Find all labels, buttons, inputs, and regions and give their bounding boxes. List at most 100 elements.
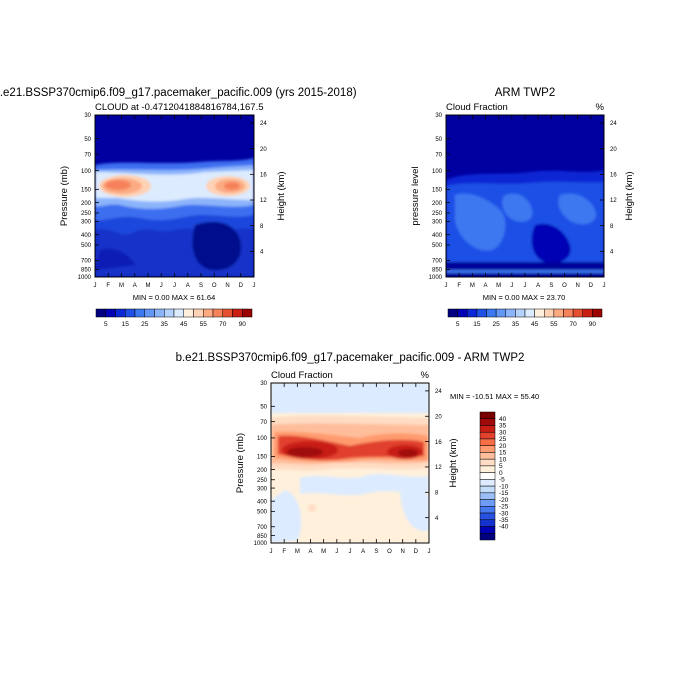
colorbar-label: 45: [531, 321, 539, 328]
month-tick-label: J: [510, 283, 513, 289]
month-tick-label: F: [106, 283, 110, 289]
colorbar-swatch: [125, 308, 136, 318]
month-tick-label: A: [308, 549, 312, 555]
panel-model-subtitle-left: CLOUD at -0.4712041884816784,167.5: [95, 102, 264, 113]
colorbar-swatch: [479, 533, 496, 541]
colorbar-label: 5: [104, 321, 108, 328]
colorbar-label: 15: [499, 450, 507, 457]
colorbar-swatch: [479, 438, 496, 446]
panel-diff-ylabel-right: Height (km): [448, 438, 459, 487]
panel-obs-plot-area: [446, 115, 604, 277]
colorbar-swatch: [212, 308, 223, 318]
colorbar-label: 15: [473, 321, 481, 328]
pressure-tick-label: 700: [432, 259, 443, 265]
pressure-tick-label: 700: [81, 259, 92, 265]
pressure-tick-label: 200: [432, 201, 443, 207]
panel-obs-ylabel-right: Height (km): [624, 171, 635, 220]
height-tick-label: 4: [260, 250, 264, 256]
colorbar-swatch: [479, 479, 496, 487]
height-tick-label: 20: [260, 147, 267, 153]
colorbar-swatch: [479, 458, 496, 467]
pressure-tick-label: 400: [432, 233, 443, 239]
colorbar-label: -35: [499, 517, 509, 524]
pressure-tick-label: 400: [257, 499, 268, 505]
panel-obs-subtitle-right: %: [596, 102, 605, 113]
panel-obs-height-ticks: 4 8 12 16 20 24: [600, 121, 617, 256]
colorbar-swatch: [105, 308, 116, 318]
colorbar-swatch: [479, 499, 496, 507]
pressure-tick-label: 30: [435, 113, 442, 119]
month-tick-label: A: [536, 283, 540, 289]
colorbar-label: 25: [493, 321, 501, 328]
month-tick-label: D: [414, 549, 419, 555]
colorbar-swatch: [154, 308, 165, 318]
pressure-tick-label: 70: [84, 152, 91, 158]
panel-model-ylabel-right: Height (km): [276, 171, 287, 220]
height-tick-label: 20: [610, 147, 617, 153]
height-tick-label: 16: [260, 173, 267, 179]
pressure-tick-label: 200: [257, 468, 268, 474]
panel-diff: b.e21.BSSP370cmip6.f09_g17.pacemaker_pac…: [176, 352, 540, 555]
panel-obs-minmax: MIN = 0.00 MAX = 23.70: [483, 293, 566, 302]
pressure-tick-label: 100: [257, 436, 268, 442]
colorbar-label: 10: [499, 456, 507, 463]
month-tick-label: J: [253, 283, 256, 289]
month-tick-label: S: [549, 283, 553, 289]
colorbar-swatch: [95, 308, 106, 318]
colorbar-swatch: [524, 308, 535, 318]
panel-model: b.e21.BSSP370cmip6.f09_g17.pacemaker_pac…: [0, 87, 357, 328]
panel-obs: ARM TWP2 Cloud Fraction % pressure level…: [410, 87, 635, 328]
month-tick-label: F: [282, 549, 286, 555]
colorbar-swatch: [534, 308, 545, 318]
colorbar-swatch: [242, 308, 253, 318]
colorbar-label: -25: [499, 504, 509, 511]
pressure-tick-label: 250: [81, 211, 92, 217]
pressure-tick-label: 850: [432, 268, 443, 274]
panel-model-plot-area: [95, 115, 254, 277]
colorbar-label: 55: [550, 321, 558, 328]
height-tick-label: 8: [610, 224, 614, 230]
pressure-tick-label: 150: [432, 188, 443, 194]
month-tick-label: A: [361, 549, 365, 555]
month-tick-label: J: [335, 549, 338, 555]
colorbar-swatch: [173, 308, 184, 318]
colorbar-label: 5: [499, 463, 503, 470]
month-tick-label: S: [374, 549, 378, 555]
pressure-tick-label: 850: [81, 268, 92, 274]
month-tick-label: A: [186, 283, 190, 289]
month-tick-label: J: [603, 283, 606, 289]
panel-model-height-ticks: 4 8 12 16 20 24: [250, 121, 267, 256]
colorbar-swatch: [553, 308, 564, 318]
panel-model-title: b.e21.BSSP370cmip6.f09_g17.pacemaker_pac…: [0, 87, 357, 99]
colorbar-swatch: [164, 308, 175, 318]
height-tick-label: 4: [435, 516, 439, 522]
pressure-tick-label: 50: [435, 137, 442, 143]
pressure-tick-label: 100: [81, 169, 92, 175]
month-tick-label: J: [428, 549, 431, 555]
month-tick-label: M: [496, 283, 501, 289]
pressure-tick-label: 500: [257, 510, 268, 516]
pressure-tick-label: 300: [257, 486, 268, 492]
colorbar-label: 25: [141, 321, 149, 328]
pressure-tick-label: 50: [260, 405, 267, 411]
pressure-tick-label: 70: [435, 152, 442, 158]
panel-obs-ylabel-left: pressure level: [410, 166, 421, 225]
pressure-tick-label: 1000: [429, 275, 443, 281]
height-tick-label: 20: [435, 414, 442, 420]
month-tick-label: J: [173, 283, 176, 289]
colorbar-label: 35: [512, 321, 520, 328]
colorbar-label: 45: [180, 321, 188, 328]
panel-diff-ylabel-left: Pressure (mb): [235, 433, 246, 493]
month-tick-label: J: [445, 283, 448, 289]
month-tick-label: F: [457, 283, 461, 289]
height-tick-label: 24: [260, 121, 267, 127]
colorbar-label: 40: [499, 416, 507, 423]
pressure-tick-label: 1000: [78, 275, 92, 281]
month-tick-label: S: [199, 283, 203, 289]
pressure-tick-label: 200: [81, 201, 92, 207]
colorbar-swatch: [232, 308, 243, 318]
height-tick-label: 24: [435, 389, 442, 395]
colorbar-label: -40: [499, 524, 509, 531]
